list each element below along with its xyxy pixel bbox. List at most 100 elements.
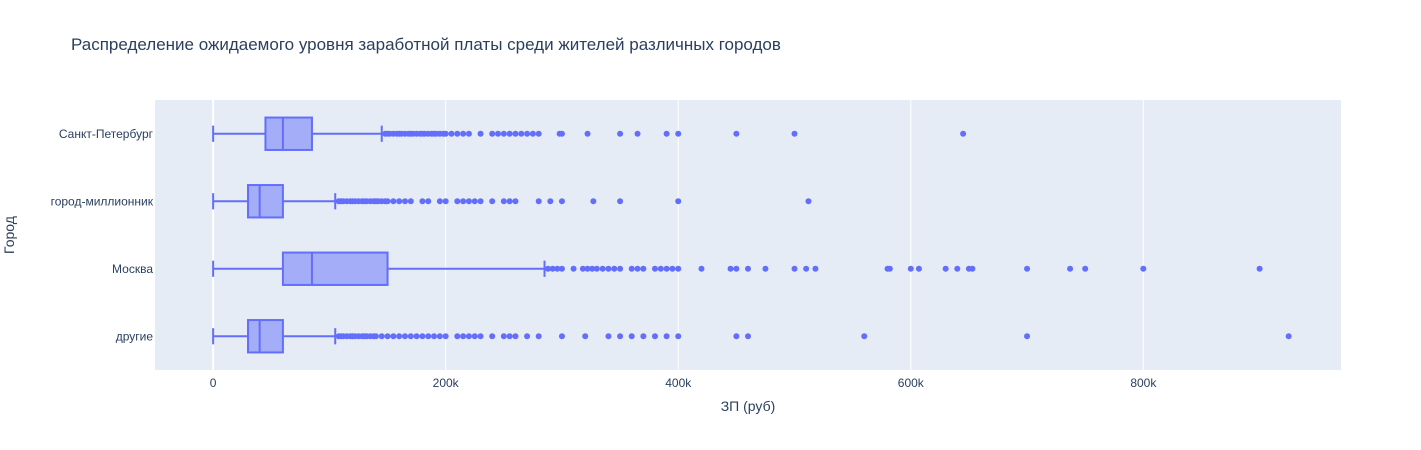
outlier-point	[512, 198, 519, 205]
outlier-point	[500, 130, 507, 137]
outlier-point	[401, 198, 408, 205]
y-category-label: Санкт-Петербург	[59, 127, 154, 141]
x-tick-label: 0	[210, 376, 217, 390]
outlier-point	[1024, 265, 1031, 272]
outlier-point	[378, 333, 385, 340]
outlier-point	[460, 198, 467, 205]
y-axis-categories: Санкт-Петербург город-миллионник Москва дру…	[51, 127, 154, 344]
outlier-point	[727, 265, 734, 272]
outlier-point	[506, 333, 513, 340]
outlier-point	[907, 265, 914, 272]
outlier-point	[460, 333, 467, 340]
outlier-point	[524, 130, 531, 137]
outlier-point	[1067, 265, 1074, 272]
outlier-point	[396, 333, 403, 340]
outlier-point	[582, 333, 589, 340]
outlier-point	[396, 198, 403, 205]
chart-title: Распределение ожидаемого уровня заработн…	[71, 35, 781, 54]
outlier-point	[390, 198, 397, 205]
outlier-point	[477, 198, 484, 205]
outlier-point	[791, 265, 798, 272]
outlier-point	[372, 333, 379, 340]
outlier-point	[500, 198, 507, 205]
outlier-point	[942, 265, 949, 272]
outlier-point	[465, 198, 472, 205]
box-group	[212, 116, 967, 151]
box-group	[212, 251, 1263, 286]
outlier-point	[617, 265, 624, 272]
outlier-point	[390, 333, 397, 340]
y-category-label: город-миллионник	[51, 194, 154, 208]
outlier-point	[675, 265, 682, 272]
outlier-point	[745, 333, 751, 340]
outlier-point	[558, 265, 565, 272]
outlier-point	[442, 130, 449, 137]
outlier-point	[915, 265, 922, 272]
iqr-box	[247, 319, 284, 354]
outlier-point	[628, 265, 635, 272]
outlier-point	[634, 130, 641, 137]
outlier-point	[628, 333, 635, 340]
outlier-point	[384, 333, 391, 340]
outlier-point	[675, 130, 682, 137]
outlier-point	[454, 198, 461, 205]
outlier-point	[549, 265, 556, 272]
outlier-point	[1140, 265, 1147, 272]
outlier-point	[512, 333, 519, 340]
outlier-point	[954, 265, 961, 272]
outlier-point	[675, 198, 682, 205]
outlier-point	[803, 265, 810, 272]
outlier-point	[401, 333, 408, 340]
outlier-point	[524, 333, 531, 340]
outlier-point	[436, 333, 443, 340]
outlier-point	[733, 130, 740, 137]
outlier-point	[1285, 333, 1292, 340]
outlier-point	[454, 333, 461, 340]
outlier-point	[489, 130, 496, 137]
outlier-point	[791, 130, 798, 137]
outlier-point	[605, 265, 612, 272]
outlier-point	[584, 265, 591, 272]
outlier-point	[419, 198, 426, 205]
outlier-point	[558, 333, 565, 340]
outlier-point	[529, 130, 536, 137]
outlier-point	[617, 333, 624, 340]
outlier-point	[489, 333, 496, 340]
outlier-point	[861, 333, 868, 340]
outlier-point	[545, 265, 552, 272]
outlier-point	[663, 265, 670, 272]
outlier-point	[651, 333, 658, 340]
outlier-point	[599, 265, 606, 272]
outlier-point	[663, 130, 670, 137]
outlier-point	[579, 265, 586, 272]
outlier-point	[805, 198, 812, 205]
outlier-point	[611, 265, 618, 272]
outlier-point	[590, 198, 597, 205]
outlier-point	[471, 333, 478, 340]
outlier-point	[477, 333, 484, 340]
outlier-point	[448, 130, 455, 137]
outlier-point	[506, 198, 513, 205]
outlier-point	[413, 333, 420, 340]
outlier-point	[640, 265, 647, 272]
outlier-point	[745, 265, 751, 272]
outlier-point	[407, 333, 414, 340]
outlier-point	[419, 333, 426, 340]
outlier-point	[969, 265, 976, 272]
outlier-point	[593, 265, 600, 272]
outlier-point	[535, 130, 542, 137]
x-axis-ticks: 0 200k 400k 600k 800k	[210, 376, 1158, 390]
outlier-point	[547, 198, 554, 205]
outlier-point	[663, 333, 670, 340]
x-tick-label: 400k	[665, 376, 692, 390]
outlier-point	[512, 130, 519, 137]
outlier-point	[1082, 265, 1089, 272]
y-category-label: другие	[116, 329, 154, 343]
iqr-box	[264, 116, 313, 151]
outlier-point	[465, 333, 472, 340]
outlier-point	[477, 130, 484, 137]
iqr-box	[281, 251, 389, 286]
outlier-point	[460, 130, 467, 137]
outlier-point	[1024, 333, 1031, 340]
